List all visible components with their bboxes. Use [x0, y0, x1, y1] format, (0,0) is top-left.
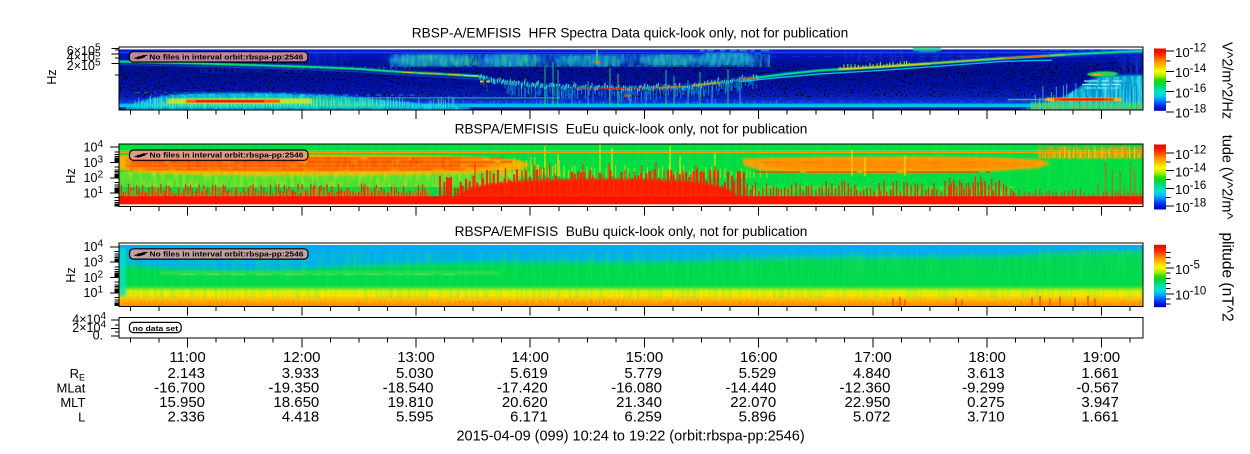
svg-text:2×105: 2×105 [67, 58, 101, 74]
svg-text:RBSP-A/EMFISIS HFR Spectra Da: RBSP-A/EMFISIS HFR Spectra Data quick-lo… [412, 25, 848, 40]
svg-text:5.030: 5.030 [396, 365, 434, 382]
svg-text:1.661: 1.661 [1081, 409, 1119, 426]
svg-text:-16.700: -16.700 [154, 379, 205, 396]
svg-text:13:00: 13:00 [397, 349, 435, 366]
svg-text:3.933: 3.933 [282, 365, 320, 382]
svg-text:6×105: 6×105 [67, 43, 101, 59]
svg-text:17:00: 17:00 [854, 349, 892, 366]
svg-text:5.529: 5.529 [739, 365, 777, 382]
svg-text:0.: 0. [93, 329, 103, 343]
svg-text:3.710: 3.710 [967, 409, 1005, 426]
svg-text:RBSPA/EMFISIS BuBu quick-look: RBSPA/EMFISIS BuBu quick-look only, not … [455, 224, 808, 239]
svg-text:-0.567: -0.567 [1076, 379, 1119, 396]
svg-text:3.613: 3.613 [967, 365, 1005, 382]
svg-text:15:00: 15:00 [626, 349, 664, 366]
svg-text:4×104: 4×104 [72, 311, 106, 327]
svg-text:0.275: 0.275 [967, 394, 1005, 411]
svg-text:-17.420: -17.420 [497, 379, 548, 396]
svg-text:MLat: MLat [56, 380, 85, 395]
svg-text:No files in interval orbit:rbs: No files in interval orbit:rbspa-pp:2546 [150, 151, 304, 160]
svg-text:16:00: 16:00 [740, 349, 778, 366]
svg-text:22.950: 22.950 [845, 394, 891, 411]
svg-text:11:00: 11:00 [169, 349, 205, 366]
svg-text:5.779: 5.779 [624, 365, 662, 382]
svg-text:12:00: 12:00 [283, 349, 321, 366]
svg-text:Hz: Hz [45, 69, 59, 84]
svg-text:5.072: 5.072 [853, 409, 891, 426]
svg-text:5.619: 5.619 [510, 365, 548, 382]
svg-text:19.810: 19.810 [388, 394, 434, 411]
svg-text:2015-04-09 (099) 10:24 to 19:2: 2015-04-09 (099) 10:24 to 19:22 (orbit:r… [456, 428, 804, 444]
svg-text:18.650: 18.650 [273, 394, 319, 411]
svg-text:6.171: 6.171 [510, 409, 548, 426]
svg-text:No files in interval orbit:rbs: No files in interval orbit:rbspa-pp:2546 [149, 52, 303, 61]
svg-text:4.418: 4.418 [282, 409, 320, 426]
svg-text:4×105: 4×105 [67, 48, 101, 64]
svg-text:2.336: 2.336 [167, 409, 205, 426]
svg-text:21.340: 21.340 [616, 394, 662, 411]
svg-text:no data set: no data set [133, 324, 179, 333]
svg-text:20.620: 20.620 [502, 394, 548, 411]
svg-text:5.595: 5.595 [396, 409, 434, 426]
svg-text:5.896: 5.896 [739, 409, 777, 426]
svg-text:15.950: 15.950 [159, 394, 205, 411]
svg-text:1.661: 1.661 [1081, 365, 1119, 382]
svg-text:2×104: 2×104 [72, 319, 106, 335]
svg-text:tude (V^2/m^: tude (V^2/m^ [1219, 135, 1235, 220]
svg-text:No files in interval orbit:rbs: No files in interval orbit:rbspa-pp:2546 [150, 250, 304, 259]
svg-text:MLT: MLT [60, 395, 85, 410]
svg-text:-12.360: -12.360 [840, 379, 891, 396]
svg-text:10-10: 10-10 [1175, 285, 1206, 302]
svg-text:-16.080: -16.080 [611, 379, 662, 396]
svg-text:Hz: Hz [64, 168, 78, 183]
svg-text:22.070: 22.070 [730, 394, 776, 411]
svg-text:19:00: 19:00 [1083, 349, 1121, 366]
svg-text:6.259: 6.259 [624, 409, 662, 426]
svg-text:V^2/m^2/Hz: V^2/m^2/Hz [1219, 42, 1235, 119]
svg-text:-19.350: -19.350 [268, 379, 319, 396]
svg-text:plitude (nT^2: plitude (nT^2 [1219, 232, 1236, 321]
svg-text:RBSPA/EMFISIS EuEu quick-look: RBSPA/EMFISIS EuEu quick-look only, not … [455, 121, 808, 136]
svg-text:2.143: 2.143 [167, 365, 205, 382]
svg-text:L: L [78, 410, 85, 425]
svg-text:-14.440: -14.440 [725, 379, 776, 396]
svg-text:Hz: Hz [64, 267, 78, 282]
svg-text:14:00: 14:00 [511, 349, 549, 366]
svg-text:3.947: 3.947 [1081, 394, 1119, 411]
svg-text:-18.540: -18.540 [383, 379, 434, 396]
svg-text:18:00: 18:00 [968, 349, 1006, 366]
svg-text:4.840: 4.840 [853, 365, 891, 382]
svg-text:-9.299: -9.299 [962, 379, 1005, 396]
